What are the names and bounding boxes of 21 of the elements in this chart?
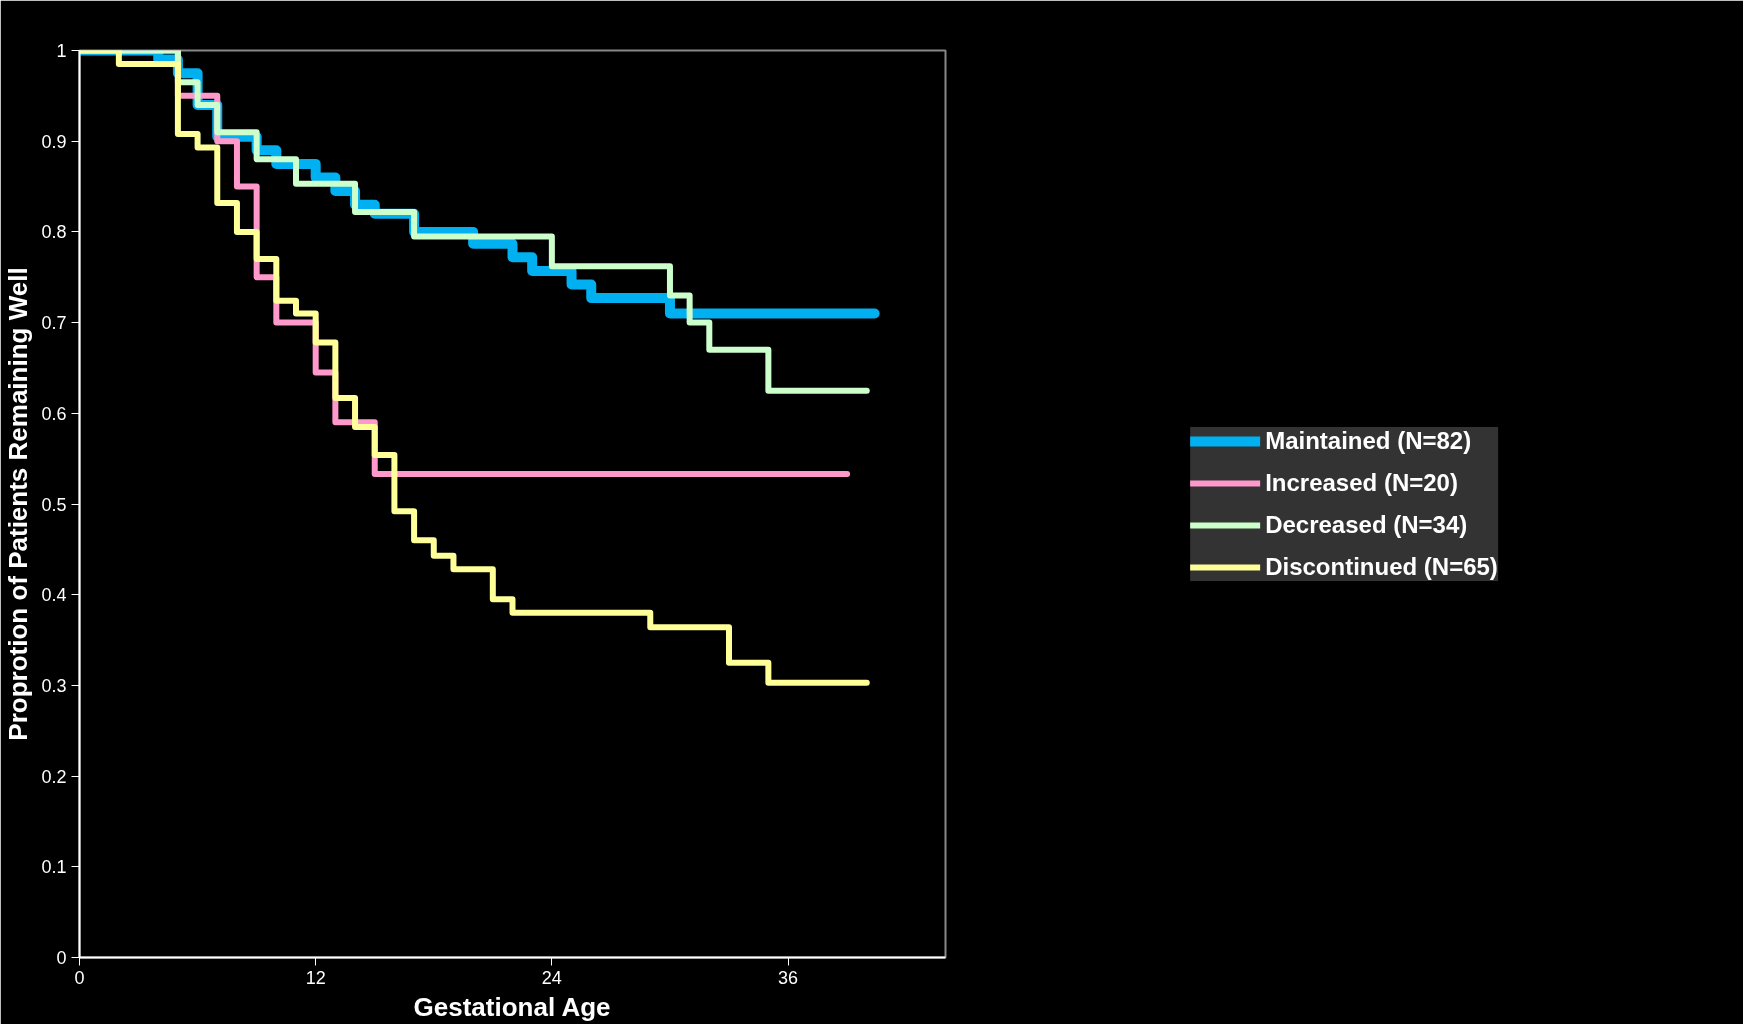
legend-label: Decreased (N=34) bbox=[1265, 510, 1468, 539]
y-tick-label: 0.1 bbox=[41, 857, 67, 878]
x-tick-label: 36 bbox=[778, 967, 799, 988]
y-tick-label: 0.7 bbox=[41, 313, 67, 334]
y-axis-title: Proprotion of Patients Remaining Well bbox=[3, 267, 34, 741]
legend-label: Increased (N=20) bbox=[1265, 468, 1458, 497]
y-tick-label: 0.2 bbox=[41, 766, 67, 787]
x-axis-title: Gestational Age bbox=[413, 991, 611, 1022]
y-tick-label: 0.4 bbox=[41, 585, 67, 606]
y-tick-label: 0.9 bbox=[41, 131, 67, 152]
y-tick-label: 0.6 bbox=[41, 403, 67, 424]
legend-label: Discontinued (N=65) bbox=[1265, 552, 1498, 581]
y-tick-label: 0 bbox=[56, 948, 67, 968]
y-tick-label: 0.3 bbox=[41, 675, 67, 696]
x-tick-label: 0 bbox=[74, 967, 85, 988]
x-tick-label: 12 bbox=[305, 967, 326, 988]
y-tick-label: 0.5 bbox=[41, 494, 67, 515]
legend-label: Maintained (N=82) bbox=[1265, 426, 1472, 455]
y-tick-label: 0.8 bbox=[41, 222, 67, 243]
y-tick-label: 1 bbox=[56, 41, 67, 61]
x-tick-label: 24 bbox=[541, 967, 562, 988]
